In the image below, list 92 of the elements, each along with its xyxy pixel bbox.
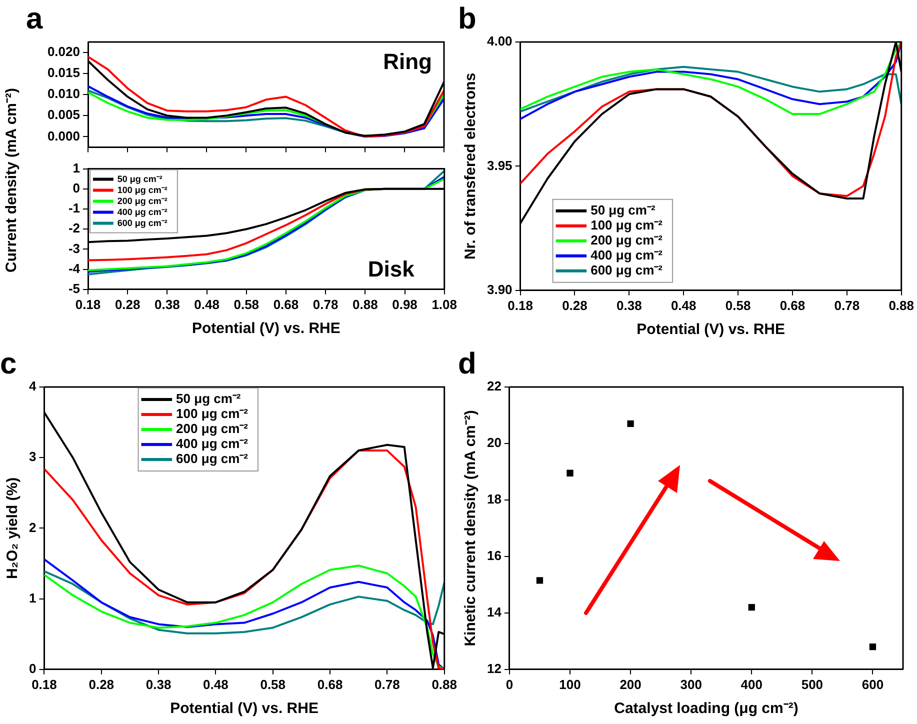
x-tick-label: 0.28 bbox=[88, 676, 114, 692]
legend-label: 400 μg cm⁻² bbox=[176, 436, 249, 452]
y-tick-label: 16 bbox=[486, 548, 502, 564]
y-tick-label: 2 bbox=[28, 520, 36, 535]
legend-label: 200 μg cm⁻² bbox=[176, 421, 249, 436]
y-tick-label: 0 bbox=[72, 180, 80, 196]
x-tick-label: 0.28 bbox=[562, 298, 588, 313]
x-tick-label: 0.58 bbox=[260, 676, 286, 692]
annotation: Disk bbox=[368, 256, 416, 282]
x-axis-title: Potential (V) vs. RHE bbox=[192, 320, 340, 338]
x-tick-label: 500 bbox=[801, 676, 824, 692]
y-tick-label: 12 bbox=[486, 660, 502, 676]
x-tick-label: 0.78 bbox=[374, 676, 400, 692]
x-tick-label: 0.68 bbox=[780, 298, 806, 313]
y-tick-label: -4 bbox=[68, 260, 81, 276]
legend-label: 100 μg cm⁻² bbox=[117, 184, 168, 195]
y-tick-label: 1 bbox=[28, 590, 36, 606]
legend-label: 200 μg cm⁻² bbox=[590, 232, 664, 248]
y-axis-title: Nr. of transfered electrons bbox=[462, 72, 480, 260]
x-tick-label: 0.18 bbox=[508, 298, 533, 313]
legend-label: 200 μg cm⁻² bbox=[117, 196, 168, 206]
annotation: Ring bbox=[383, 49, 432, 74]
y-tick-label: 3 bbox=[28, 449, 36, 464]
x-axis-title: Potential (V) vs. RHE bbox=[636, 321, 786, 338]
x-tick-label: 0.18 bbox=[75, 296, 101, 312]
legend-label: 50 μg cm⁻² bbox=[176, 391, 242, 406]
legend-label: 100 μg cm⁻² bbox=[590, 217, 664, 232]
legend-label: 400 μg cm⁻² bbox=[117, 206, 168, 217]
legend-label: 100 μg cm⁻² bbox=[176, 406, 249, 422]
x-tick-label: 0.68 bbox=[317, 676, 343, 692]
x-tick-label: 0.38 bbox=[146, 676, 172, 692]
y-tick-label: 0.000 bbox=[47, 128, 80, 144]
x-tick-label: 0.48 bbox=[670, 298, 696, 313]
x-axis-title: Potential (V) vs. RHE bbox=[170, 700, 318, 718]
x-tick-label: 100 bbox=[559, 676, 581, 692]
x-tick-label: 0.78 bbox=[312, 296, 338, 312]
x-tick-label: 0.38 bbox=[154, 296, 180, 312]
x-tick-label: 0.58 bbox=[725, 298, 751, 313]
x-tick-label: 0.48 bbox=[194, 296, 220, 312]
y-tick-label: 3.95 bbox=[486, 158, 512, 173]
y-tick-label: 0.005 bbox=[47, 107, 80, 122]
chart-title: d bbox=[458, 347, 476, 380]
x-tick-label: 0.68 bbox=[273, 296, 299, 312]
chart-title: a bbox=[26, 2, 43, 36]
y-tick-label: 0.020 bbox=[47, 44, 80, 60]
x-tick-label: 0.88 bbox=[432, 676, 458, 692]
x-tick-label: 0.98 bbox=[392, 296, 418, 312]
x-tick-label: 0.88 bbox=[888, 298, 914, 313]
chart-title: b bbox=[458, 2, 476, 36]
y-tick-label: 0 bbox=[28, 660, 36, 676]
x-tick-label: 0.48 bbox=[203, 676, 228, 692]
y-tick-label: -5 bbox=[68, 280, 80, 296]
point bbox=[627, 420, 634, 428]
point bbox=[566, 470, 574, 476]
y-tick-label: -2 bbox=[68, 220, 80, 236]
y-tick-label: 3.90 bbox=[486, 282, 512, 297]
x-tick-label: 1.08 bbox=[432, 296, 458, 312]
point bbox=[748, 604, 755, 611]
y-tick-label: 14 bbox=[486, 604, 502, 620]
y-axis-title: H₂O₂ yield (%) bbox=[4, 477, 22, 580]
legend-label: 600 μg cm⁻² bbox=[590, 262, 664, 278]
y-tick-label: -1 bbox=[68, 200, 80, 216]
y-tick-label: 1 bbox=[72, 160, 80, 176]
chart-title: c bbox=[0, 347, 17, 380]
y-tick-label: 22 bbox=[486, 378, 502, 394]
x-tick-label: 0.78 bbox=[834, 298, 860, 313]
x-tick-label: 600 bbox=[862, 676, 884, 692]
x-tick-label: 0.38 bbox=[616, 298, 642, 313]
y-axis-title: Kinetic current density (mA cm⁻²) bbox=[462, 410, 480, 646]
y-tick-label: 18 bbox=[486, 492, 502, 507]
y-tick-label: 0.015 bbox=[47, 65, 80, 80]
legend-label: 50 μg cm⁻² bbox=[117, 174, 162, 184]
point bbox=[536, 577, 544, 584]
x-tick-label: 0.18 bbox=[32, 676, 57, 692]
legend-label: 50 μg cm⁻² bbox=[590, 202, 656, 218]
y-tick-label: 0.010 bbox=[47, 86, 80, 102]
y-tick-label: 4 bbox=[28, 378, 37, 394]
point bbox=[869, 643, 876, 650]
x-tick-label: 0.28 bbox=[114, 296, 140, 312]
y-tick-label: 20 bbox=[486, 435, 502, 450]
x-tick-label: 300 bbox=[680, 676, 702, 692]
y-tick-label: 4.00 bbox=[486, 34, 512, 49]
legend-label: 600 μg cm⁻² bbox=[176, 451, 249, 466]
x-tick-label: 200 bbox=[620, 676, 642, 692]
legend-label: 400 μg cm⁻² bbox=[590, 247, 664, 262]
x-axis-title: Catalyst loading (μg cm⁻²) bbox=[614, 700, 798, 718]
legend-label: 600 μg cm⁻² bbox=[117, 218, 168, 228]
y-tick-label: -3 bbox=[68, 240, 80, 256]
x-tick-label: 0.58 bbox=[234, 296, 260, 312]
x-tick-label: 0.88 bbox=[352, 296, 378, 312]
x-tick-label: 400 bbox=[740, 676, 762, 692]
y-axis-title: Current density (mA cm⁻²) bbox=[2, 88, 21, 272]
